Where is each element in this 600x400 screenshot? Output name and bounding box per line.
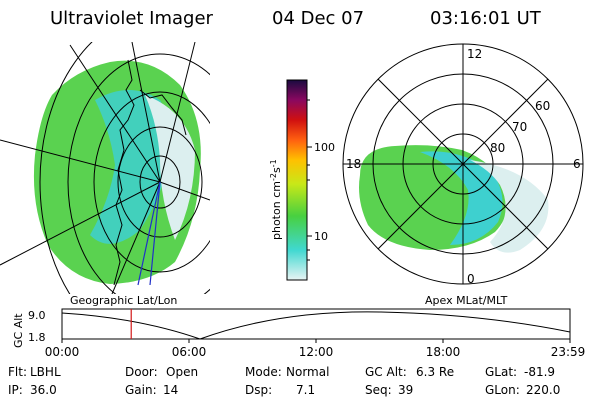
flt-label: Flt:: [8, 365, 27, 379]
ip-value: 36.0: [30, 383, 57, 397]
seq-value: 39: [398, 383, 413, 397]
time-tick-2359: 23:59: [551, 345, 586, 359]
mlt-label-0: 0: [467, 272, 475, 286]
door-value: Open: [166, 365, 198, 379]
left-panel-caption: Geographic Lat/Lon: [70, 294, 177, 307]
observation-date: 04 Dec 07: [272, 8, 364, 29]
altitude-plot-frame: [61, 308, 571, 340]
time-axis-ticks: [61, 339, 571, 343]
seq-label: Seq:: [365, 383, 392, 397]
mode-label: Mode:: [245, 365, 282, 379]
geographic-image: [0, 42, 210, 294]
altitude-axis-label: GC Alt: [12, 313, 25, 348]
instrument-title: Ultraviolet Imager: [50, 8, 214, 29]
gain-value: 14: [163, 383, 178, 397]
altitude-curve: [61, 311, 571, 340]
coastlines: [113, 59, 187, 286]
lat-label-60: 60: [535, 99, 550, 113]
altitude-tick-low: 1.8: [28, 331, 46, 344]
lat-label-80: 80: [490, 141, 505, 155]
time-tick-0600: 06:00: [172, 345, 207, 359]
gcalt-value: 6.3 Re: [416, 365, 454, 379]
time-tick-0000: 00:00: [45, 345, 80, 359]
colorbar-ticks: [307, 99, 312, 261]
mlt-label-6: 6: [573, 157, 581, 171]
glat-value: -81.9: [524, 365, 555, 379]
mode-value: Normal: [286, 365, 329, 379]
colorbar: [286, 79, 308, 281]
gcalt-label: GC Alt:: [365, 365, 407, 379]
mlt-label-12: 12: [467, 47, 482, 61]
geo-grid: [0, 42, 210, 294]
auroral-cyan-right: [420, 151, 503, 245]
meridian-highlight: [137, 181, 161, 286]
dsp-value: 7.1: [296, 383, 315, 397]
polar-image: [359, 145, 549, 253]
right-panel-caption: Apex MLat/MLT: [425, 294, 508, 307]
gain-label: Gain:: [125, 383, 157, 397]
footer-row-1: Flt: LBHL Door: Open Mode: Normal GC Alt…: [8, 365, 555, 379]
lat-label-70: 70: [512, 120, 527, 134]
ip-label: IP:: [8, 383, 23, 397]
colorbar-tick-100: 100: [314, 141, 335, 154]
door-label: Door:: [125, 365, 158, 379]
colorbar-unit-label: photon cm-2s-1: [269, 159, 283, 240]
time-tick-1800: 18:00: [426, 345, 461, 359]
flt-value: LBHL: [30, 365, 61, 379]
colorbar-tick-10: 10: [314, 230, 328, 243]
dayside-glow-left: [145, 95, 195, 240]
glon-label: GLon:: [485, 383, 520, 397]
mlt-label-18: 18: [346, 157, 361, 171]
glon-value: 220.0: [526, 383, 560, 397]
altitude-tick-high: 9.0: [28, 309, 46, 322]
glat-label: GLat:: [485, 365, 517, 379]
observation-time: 03:16:01 UT: [430, 8, 542, 29]
polar-grid: [342, 43, 584, 285]
dsp-label: Dsp:: [245, 383, 272, 397]
time-tick-1200: 12:00: [299, 345, 334, 359]
footer-row-2: IP: 36.0 Gain: 14 Dsp: 7.1 Seq: 39 GLon:…: [8, 383, 560, 397]
